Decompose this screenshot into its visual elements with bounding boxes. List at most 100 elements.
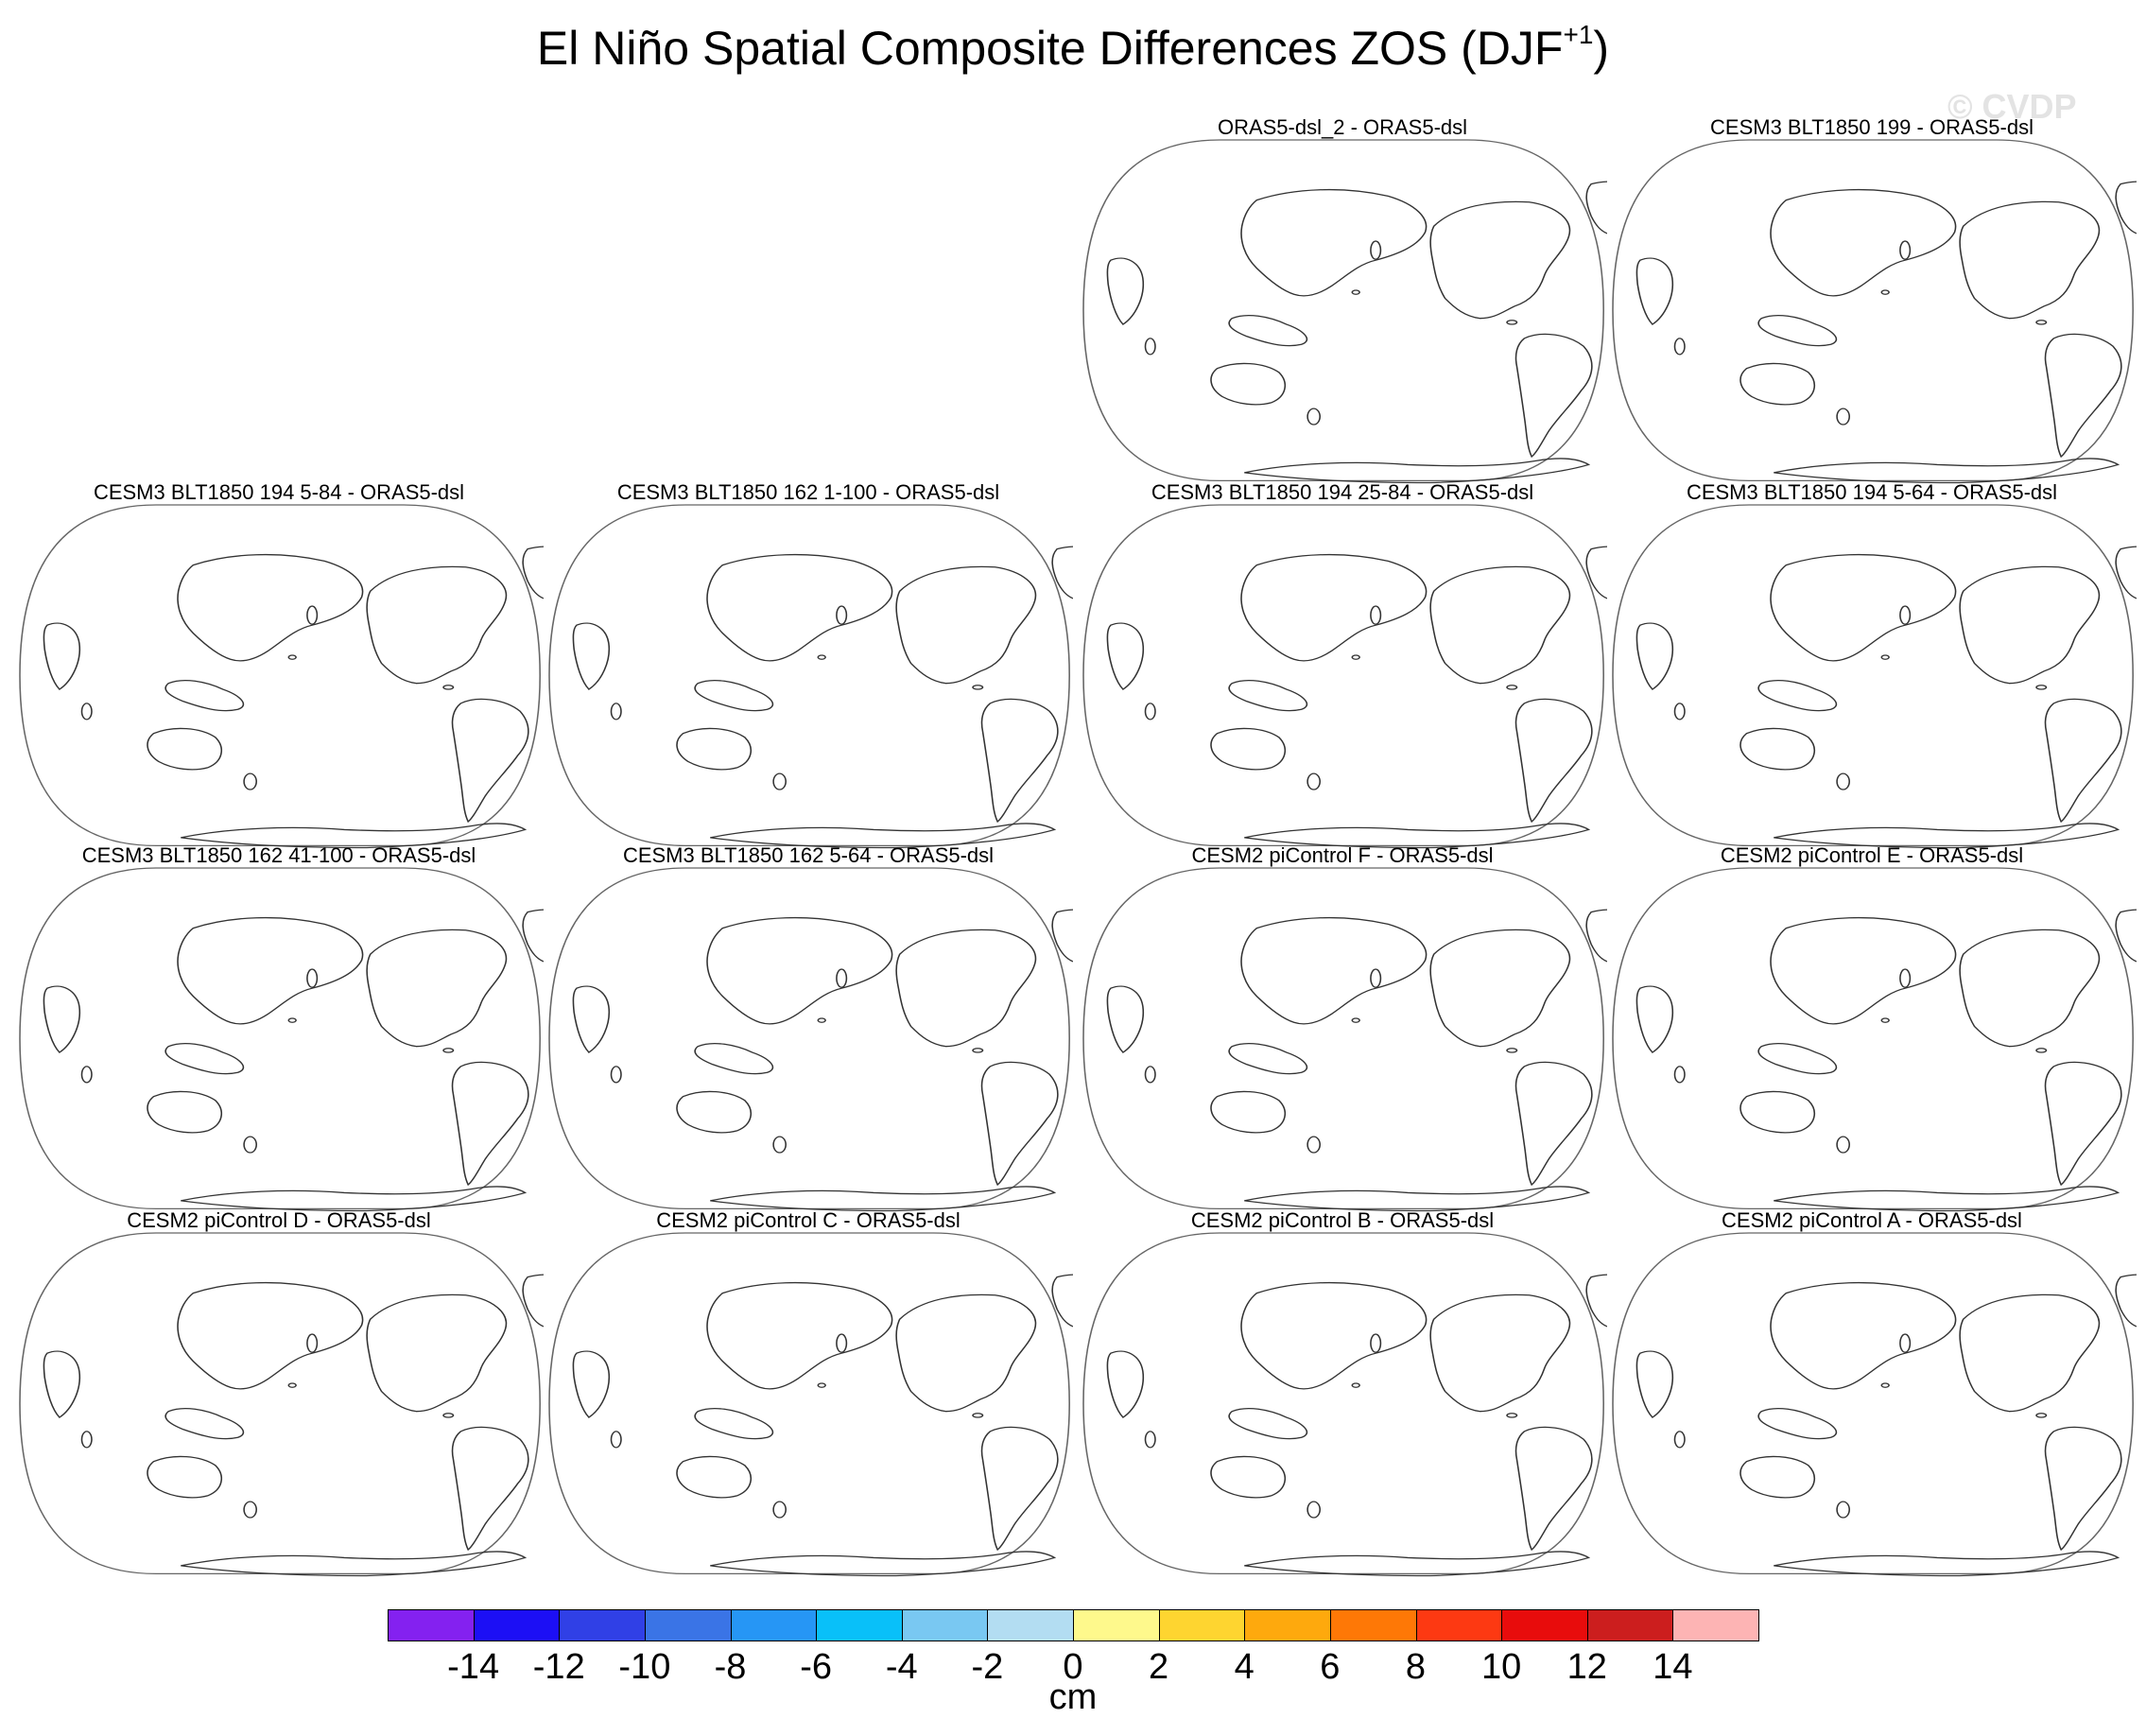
robinson-map	[1612, 867, 2137, 1212]
hawaii-island	[817, 654, 826, 660]
maritime-continent-coast	[1228, 1408, 1307, 1440]
maritime-continent-coast	[1757, 1408, 1837, 1440]
hawaii-island	[287, 1382, 297, 1388]
hawaii-island	[1351, 289, 1360, 295]
south-america-coast	[1514, 1061, 1593, 1187]
new-zealand-island	[1836, 1136, 1850, 1154]
panel-title: CESM3 BLT1850 162 5-64 - ORAS5-dsl	[622, 843, 995, 867]
watermark: © CVDP	[1947, 87, 2077, 126]
map-panel: CESM2 piControl E - ORAS5-dsl	[1607, 843, 2137, 1212]
greenland-coast	[1051, 1274, 1073, 1328]
colorbar-swatch	[388, 1609, 475, 1641]
australia-coast	[1739, 1455, 1816, 1499]
greenland-coast	[1051, 909, 1073, 963]
north-america-coast	[366, 929, 508, 1048]
australia-coast	[1739, 362, 1816, 406]
caribbean-island	[1506, 1413, 1518, 1418]
madagascar-island	[610, 703, 622, 720]
madagascar-island	[1144, 338, 1156, 356]
antarctica-coast	[1244, 1551, 1591, 1577]
antarctica-coast	[1774, 458, 2120, 484]
japan-island	[1370, 1333, 1382, 1353]
south-america-coast	[980, 1061, 1059, 1187]
colorbar-swatch	[1501, 1609, 1588, 1641]
eurasia-coast	[177, 553, 364, 662]
north-america-coast	[895, 565, 1037, 685]
hawaii-island	[1880, 654, 1890, 660]
australia-coast	[1210, 1090, 1287, 1134]
australia-coast	[1739, 727, 1816, 771]
australia-coast	[676, 727, 753, 771]
map-panel: CESM2 piControl A - ORAS5-dsl	[1607, 1208, 2137, 1577]
caribbean-island	[442, 1413, 455, 1418]
colorbar-swatch	[730, 1609, 818, 1641]
south-america-coast	[1514, 333, 1593, 459]
caribbean-island	[1506, 685, 1518, 690]
greenland-coast	[1585, 546, 1607, 599]
hawaii-island	[287, 654, 297, 660]
hawaii-island	[1880, 1017, 1890, 1023]
robinson-map	[1082, 867, 1607, 1212]
caribbean-island	[2035, 320, 2048, 325]
japan-island	[1899, 605, 1912, 625]
colorbar-tick-label: 12	[1566, 1647, 1607, 1687]
colorbar-tick-label: 0	[1063, 1647, 1083, 1687]
japan-island	[1899, 968, 1912, 988]
caribbean-island	[1506, 320, 1518, 325]
maritime-continent-coast	[694, 1408, 773, 1440]
south-america-coast	[1514, 698, 1593, 824]
new-zealand-island	[772, 1501, 787, 1519]
africa-coast	[1635, 622, 1674, 690]
japan-island	[306, 605, 319, 625]
eurasia-coast	[177, 1281, 364, 1390]
north-america-coast	[366, 565, 508, 685]
africa-coast	[43, 985, 81, 1053]
north-america-coast	[1429, 1293, 1571, 1413]
greenland-coast	[2115, 1274, 2137, 1328]
africa-coast	[43, 1350, 81, 1418]
panel-title: CESM2 piControl B - ORAS5-dsl	[1190, 1208, 1495, 1232]
japan-island	[836, 1333, 848, 1353]
greenland-coast	[522, 546, 544, 599]
hawaii-island	[1351, 654, 1360, 660]
eurasia-coast	[1770, 1281, 1957, 1390]
new-zealand-island	[243, 1501, 257, 1519]
eurasia-coast	[1240, 1281, 1428, 1390]
new-zealand-island	[772, 1136, 787, 1154]
south-america-coast	[2044, 1061, 2122, 1187]
new-zealand-island	[1836, 1501, 1850, 1519]
caribbean-island	[2035, 1413, 2048, 1418]
robinson-map	[548, 504, 1073, 849]
new-zealand-island	[1307, 1136, 1321, 1154]
antarctica-coast	[710, 823, 1057, 849]
caribbean-island	[442, 685, 455, 690]
colorbar-tick-label: -6	[800, 1647, 833, 1687]
south-america-coast	[451, 698, 529, 824]
eurasia-coast	[1240, 553, 1428, 662]
maritime-continent-coast	[1228, 315, 1307, 347]
madagascar-island	[610, 1431, 622, 1449]
colorbar-swatch	[816, 1609, 903, 1641]
south-america-coast	[451, 1061, 529, 1187]
colorbar-tick-label: -4	[885, 1647, 918, 1687]
australia-coast	[676, 1455, 753, 1499]
maritime-continent-coast	[1228, 1043, 1307, 1075]
panel-title: CESM3 BLT1850 194 5-84 - ORAS5-dsl	[93, 480, 465, 504]
caribbean-island	[442, 1048, 455, 1053]
north-america-coast	[1959, 565, 2101, 685]
africa-coast	[1106, 985, 1145, 1053]
panel-title: CESM3 BLT1850 194 5-64 - ORAS5-dsl	[1686, 480, 2058, 504]
eurasia-coast	[706, 553, 893, 662]
robinson-map	[1612, 504, 2137, 849]
antarctica-coast	[1244, 1186, 1591, 1212]
australia-coast	[1210, 1455, 1287, 1499]
madagascar-island	[1144, 703, 1156, 720]
maritime-continent-coast	[164, 1408, 244, 1440]
colorbar-tick-label: 14	[1653, 1647, 1693, 1687]
colorbar-tick-label: 10	[1480, 1647, 1522, 1687]
robinson-map	[548, 867, 1073, 1212]
robinson-map	[19, 504, 544, 849]
antarctica-coast	[181, 1186, 528, 1212]
south-america-coast	[2044, 1426, 2122, 1552]
eurasia-coast	[1770, 916, 1957, 1025]
